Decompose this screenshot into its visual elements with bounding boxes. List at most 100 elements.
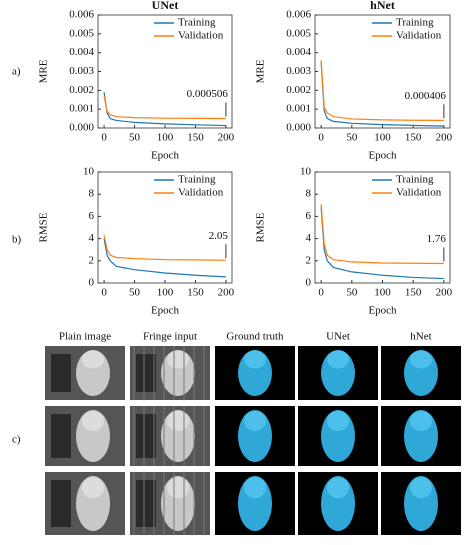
x-axis-label: Epoch	[151, 150, 180, 162]
y-tick-label: 0.003	[69, 65, 94, 77]
chart-title: UNet	[152, 0, 179, 12]
figurine-head	[244, 411, 266, 431]
annotation-label: 2.05	[209, 230, 229, 242]
y-tick-label: 4	[306, 232, 312, 244]
figurine-head	[167, 477, 189, 499]
chart-title: hNet	[370, 0, 395, 12]
x-tick-label: 50	[346, 287, 358, 299]
x-tick-label: 150	[405, 287, 422, 299]
annotation-label: 0.000406	[405, 90, 447, 102]
figurine-head	[82, 477, 104, 499]
x-tick-label: 150	[187, 287, 204, 299]
shadow	[51, 354, 71, 392]
y-tick-label: 8	[89, 188, 95, 200]
series-line	[103, 238, 226, 278]
series-line	[320, 62, 444, 127]
shadow	[136, 480, 156, 527]
y-tick-label: 10	[83, 166, 95, 178]
y-tick-label: 0.004	[286, 46, 311, 58]
legend-label: Training	[178, 174, 216, 186]
legend-label: Training	[178, 17, 216, 29]
panel-label: b)	[12, 234, 22, 246]
y-tick-label: 0	[89, 277, 95, 289]
y-tick-label: 0.005	[69, 27, 94, 39]
legend-label: Validation	[178, 187, 224, 199]
y-tick-label: 6	[306, 210, 312, 222]
annotation-label: 0.000506	[187, 88, 229, 100]
figurine-head	[244, 477, 266, 499]
legend-label: Validation	[178, 30, 224, 42]
x-tick-label: 200	[218, 132, 235, 144]
y-tick-label: 10	[300, 166, 312, 178]
y-tick-label: 6	[89, 210, 95, 222]
x-axis-label: Epoch	[368, 305, 397, 317]
figurine-head	[244, 350, 266, 369]
figurine-head	[327, 477, 349, 499]
figurine-head	[327, 411, 349, 431]
x-tick-label: 200	[436, 132, 453, 144]
x-tick-label: 0	[318, 132, 324, 144]
panel-label: a)	[12, 66, 21, 78]
y-tick-label: 0.000	[69, 122, 94, 134]
column-header: Plain image	[59, 331, 111, 343]
figurine-head	[410, 477, 432, 499]
y-tick-label: 0.002	[286, 84, 311, 96]
shadow	[136, 414, 156, 458]
legend-label: Training	[396, 174, 434, 186]
x-tick-label: 0	[318, 287, 324, 299]
y-tick-label: 0.000	[286, 122, 311, 134]
column-header: UNet	[326, 331, 350, 343]
x-tick-label: 200	[436, 287, 453, 299]
annotation-label: 1.76	[427, 233, 447, 245]
shadow	[51, 414, 71, 458]
legend-label: Training	[396, 17, 434, 29]
y-axis-label: MRE	[255, 59, 267, 83]
x-axis-label: Epoch	[151, 305, 180, 317]
x-tick-label: 50	[129, 132, 141, 144]
figurine-head	[327, 350, 349, 369]
x-tick-label: 100	[374, 132, 391, 144]
column-header: Fringe input	[143, 331, 197, 343]
shadow	[136, 354, 156, 392]
x-tick-label: 150	[405, 132, 422, 144]
y-tick-label: 0.006	[69, 9, 94, 21]
x-tick-label: 150	[187, 132, 204, 144]
y-tick-label: 4	[89, 232, 95, 244]
series-line	[103, 95, 226, 120]
x-tick-label: 0	[101, 287, 107, 299]
panel-label: c)	[12, 434, 21, 446]
legend-label: Validation	[396, 187, 442, 199]
y-tick-label: 0.004	[69, 46, 94, 58]
y-tick-label: 0	[306, 277, 312, 289]
y-tick-label: 0.001	[286, 103, 311, 115]
y-axis-label: RMSE	[38, 212, 50, 242]
series-line	[103, 235, 226, 261]
y-axis-label: MRE	[38, 59, 50, 83]
figurine-head	[82, 350, 104, 369]
y-tick-label: 8	[306, 188, 312, 200]
shadow	[51, 480, 71, 527]
series-line	[320, 60, 444, 121]
y-tick-label: 0.005	[286, 27, 311, 39]
figurine-head	[82, 411, 104, 431]
series-line	[320, 204, 444, 265]
x-tick-label: 0	[101, 132, 107, 144]
series-line	[103, 92, 226, 127]
x-tick-label: 100	[374, 287, 391, 299]
x-tick-label: 100	[157, 287, 174, 299]
x-tick-label: 50	[346, 132, 358, 144]
column-header: hNet	[410, 331, 431, 343]
x-tick-label: 200	[218, 287, 235, 299]
y-axis-label: RMSE	[255, 212, 267, 242]
figurine-head	[167, 350, 189, 369]
y-tick-label: 0.002	[69, 84, 94, 96]
figurine-head	[167, 411, 189, 431]
x-tick-label: 100	[157, 132, 174, 144]
figurine-head	[410, 350, 432, 369]
y-tick-label: 0.003	[286, 65, 311, 77]
y-tick-label: 2	[306, 254, 312, 266]
y-tick-label: 0.006	[286, 9, 311, 21]
legend-label: Validation	[396, 30, 442, 42]
column-header: Ground truth	[226, 331, 284, 343]
